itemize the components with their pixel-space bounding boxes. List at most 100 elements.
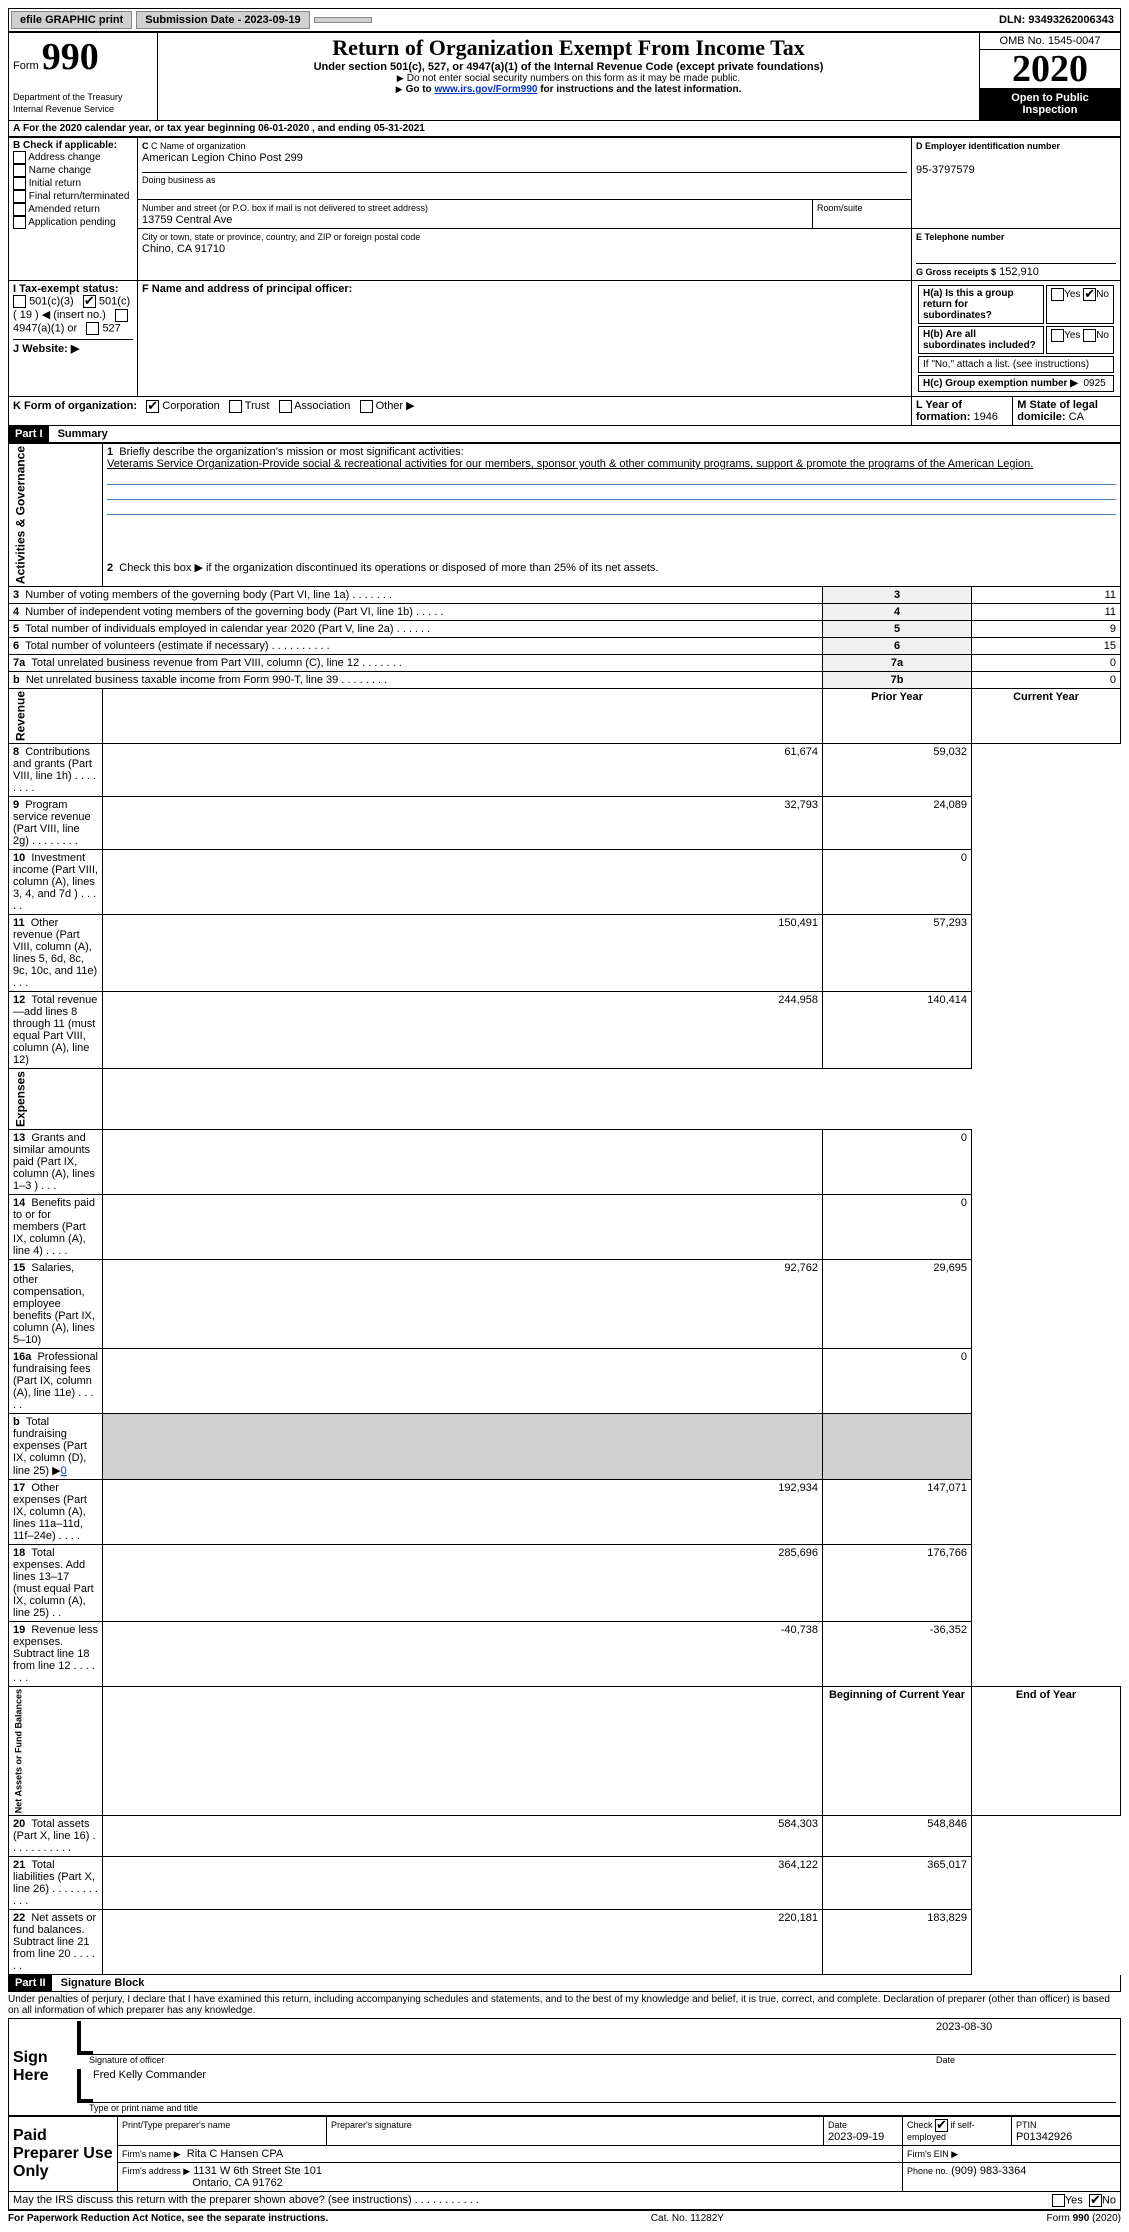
checkbox-amended[interactable] <box>13 203 26 216</box>
q1-text: Briefly describe the organization's miss… <box>119 446 463 458</box>
officer-label: Type or print name and title <box>77 2103 1116 2113</box>
part1-title: Summary <box>52 428 108 440</box>
efile-topbar: efile GRAPHIC print Submission Date - 20… <box>8 8 1121 32</box>
col-begin: Beginning of Current Year <box>823 1687 972 1816</box>
firm-ein-label: Firm's EIN ▶ <box>907 2149 958 2159</box>
dba-label: Doing business as <box>142 172 907 185</box>
k-other[interactable] <box>360 400 373 413</box>
declaration: Under penalties of perjury, I declare th… <box>8 1992 1121 2018</box>
ha-yes[interactable] <box>1051 288 1064 301</box>
form-title: Return of Organization Exempt From Incom… <box>162 35 975 61</box>
street-address: 13759 Central Ave <box>142 214 232 226</box>
col-prior: Prior Year <box>823 689 972 744</box>
checkbox-pending[interactable] <box>13 216 26 229</box>
irs-link[interactable]: www.irs.gov/Form990 <box>434 84 537 95</box>
note1: Do not enter social security numbers on … <box>407 73 740 84</box>
page-footer: For Paperwork Reduction Act Notice, see … <box>8 2210 1121 2224</box>
city-state-zip: Chino, CA 91710 <box>142 243 225 255</box>
box-k-label: K Form of organization: <box>13 400 137 412</box>
checkbox-final[interactable] <box>13 190 26 203</box>
box-l-label: L Year of formation: <box>916 399 970 423</box>
state-domicile: CA <box>1069 411 1084 423</box>
ha-no[interactable] <box>1083 288 1096 301</box>
city-label: City or town, state or province, country… <box>142 232 420 242</box>
hc-val: 0925 <box>1083 378 1105 389</box>
dln-text: DLN: 93493262006343 <box>999 14 1118 26</box>
discuss-no[interactable] <box>1089 2194 1102 2207</box>
form-header: Form 990 Department of the Treasury Inte… <box>8 32 1121 121</box>
officer-name: Fred Kelly Commander <box>93 2069 1116 2103</box>
footer-left: For Paperwork Reduction Act Notice, see … <box>8 2213 328 2224</box>
form-subtitle: Under section 501(c), 527, or 4947(a)(1)… <box>162 61 975 73</box>
box-c-label: C C Name of organization <box>142 141 246 151</box>
prep-sig-label: Preparer's signature <box>331 2120 412 2130</box>
ein: 95-3797579 <box>916 164 975 176</box>
firm-addr-label: Firm's address ▶ <box>122 2166 190 2176</box>
form-number: 990 <box>42 36 99 78</box>
sign-here: Sign Here <box>9 2019 78 2116</box>
box-i-label: I Tax-exempt status: <box>13 283 119 295</box>
self-emp-label: Check <box>907 2120 935 2130</box>
footer-mid: Cat. No. 11282Y <box>651 2213 724 2224</box>
sig-label: Signature of officer <box>89 2055 936 2065</box>
mission-text: Veterams Service Organization-Provide so… <box>107 458 1033 470</box>
box-b-label: B Check if applicable: <box>13 140 117 151</box>
i-501c[interactable] <box>83 295 96 308</box>
efile-button[interactable]: efile GRAPHIC print <box>11 11 132 29</box>
paid-prep-label: Paid Preparer Use Only <box>9 2117 118 2192</box>
part2-title: Signature Block <box>55 1977 145 1989</box>
firm-addr2: Ontario, CA 91762 <box>192 2177 283 2189</box>
blank-button[interactable] <box>314 17 372 23</box>
arrow-icon <box>397 73 407 84</box>
box-m-label: M State of legal domicile: <box>1017 399 1098 423</box>
addr-label: Number and street (or P.O. box if mail i… <box>142 203 428 213</box>
signature-block: Sign Here 2023-08-30 Signature of office… <box>8 2018 1121 2116</box>
submission-button[interactable]: Submission Date - 2023-09-19 <box>136 11 309 29</box>
note2-post: for instructions and the latest informat… <box>537 84 741 95</box>
i-527[interactable] <box>86 322 99 335</box>
col-end: End of Year <box>972 1687 1121 1816</box>
checkbox-address[interactable] <box>13 151 26 164</box>
k-trust[interactable] <box>229 400 242 413</box>
room-label: Room/suite <box>817 203 863 213</box>
box-e-label: E Telephone number <box>916 232 1004 242</box>
self-emp-check[interactable] <box>935 2119 948 2132</box>
hc-label: H(c) Group exemption number ▶ <box>923 378 1078 389</box>
paid-preparer-block: Paid Preparer Use Only Print/Type prepar… <box>8 2116 1121 2192</box>
firm-name: Rita C Hansen CPA <box>187 2148 283 2160</box>
part1-table: Activities & Governance 1 Briefly descri… <box>8 443 1121 1975</box>
prep-date: 2023-09-19 <box>828 2131 884 2143</box>
form-label: Form <box>13 60 39 72</box>
hb-note: If "No," attach a list. (see instruction… <box>918 356 1114 373</box>
box-g-label: G Gross receipts $ <box>916 267 996 277</box>
sig-date: 2023-08-30 <box>928 2021 1116 2055</box>
phone-label: Phone no. <box>907 2166 948 2176</box>
hb-no[interactable] <box>1083 329 1096 342</box>
hb-label: H(b) Are all subordinates included? <box>923 329 1036 351</box>
part2-header: Part II <box>9 1975 52 1991</box>
firm-name-label: Firm's name ▶ <box>122 2149 181 2159</box>
period-line: A For the 2020 calendar year, or tax yea… <box>8 121 1121 137</box>
prep-name-label: Print/Type preparer's name <box>122 2120 230 2130</box>
discuss-yes[interactable] <box>1052 2194 1065 2207</box>
i-501c3[interactable] <box>13 295 26 308</box>
discuss-text: May the IRS discuss this return with the… <box>13 2194 1052 2207</box>
arrow-icon <box>396 84 406 95</box>
phone: (909) 983-3364 <box>951 2165 1026 2177</box>
bracket-icon <box>77 2021 93 2055</box>
k-assoc[interactable] <box>279 400 292 413</box>
checkbox-name[interactable] <box>13 164 26 177</box>
box-j-label: J Website: ▶ <box>13 343 79 355</box>
side-rev: Revenue <box>9 689 103 744</box>
q2-text: Check this box ▶ if the organization dis… <box>119 562 658 574</box>
box-f-label: F Name and address of principal officer: <box>142 283 352 295</box>
part1-header: Part I <box>9 426 49 442</box>
i-4947[interactable] <box>115 309 128 322</box>
org-name: American Legion Chino Post 299 <box>142 152 303 164</box>
side-gov: Activities & Governance <box>9 444 103 587</box>
bracket-icon <box>77 2069 93 2103</box>
hb-yes[interactable] <box>1051 329 1064 342</box>
checkbox-initial[interactable] <box>13 177 26 190</box>
k-corp[interactable] <box>146 400 159 413</box>
ptin-label: PTIN <box>1016 2120 1037 2130</box>
